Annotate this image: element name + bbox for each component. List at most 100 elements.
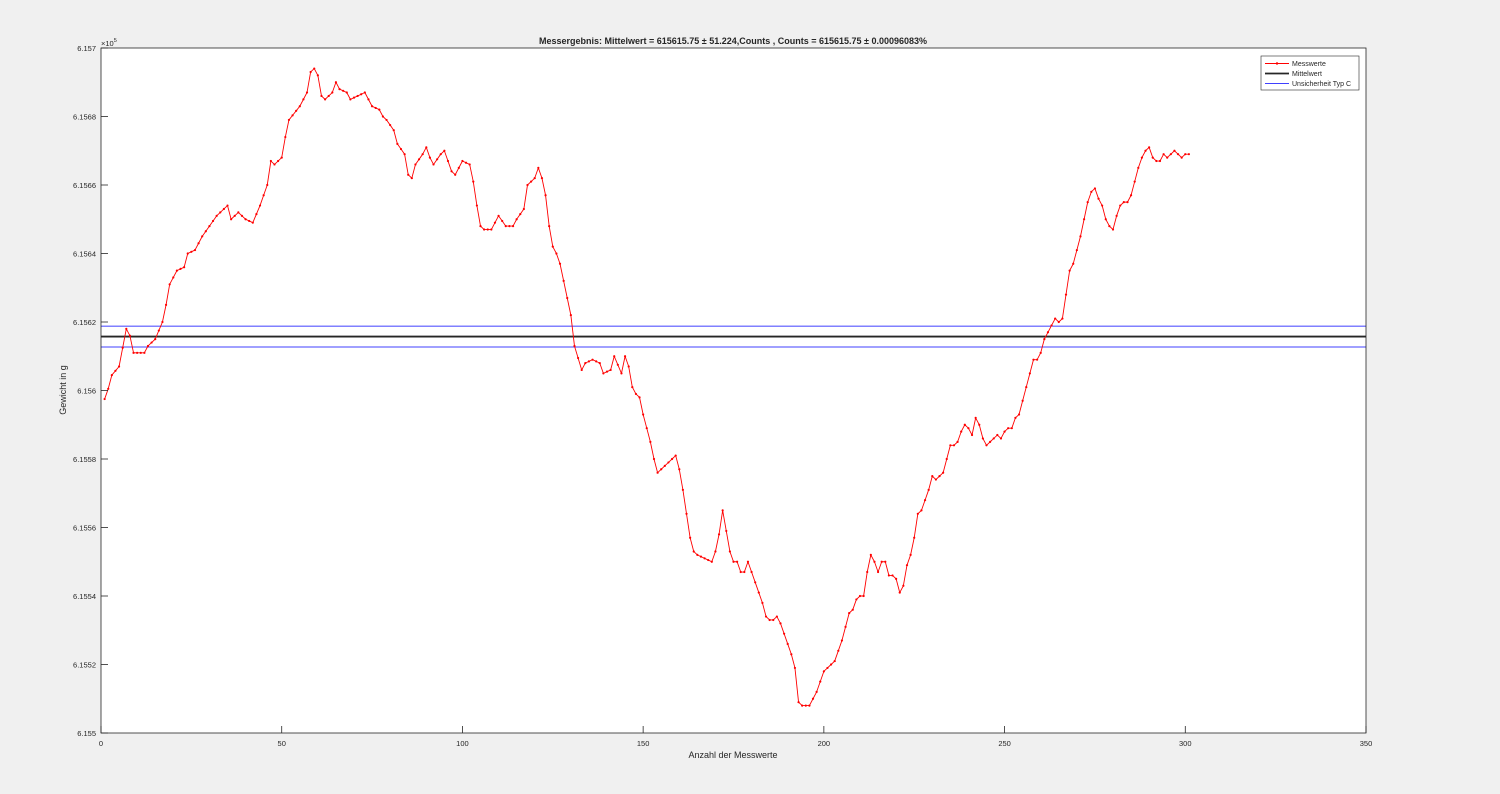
data-point [136, 351, 139, 354]
data-point [472, 180, 475, 183]
data-point [837, 649, 840, 652]
data-point [168, 283, 171, 286]
data-point [793, 666, 797, 670]
y-tick-label: 6.1556 [73, 524, 96, 533]
data-point [1137, 166, 1140, 169]
data-point [497, 214, 500, 217]
data-point [1003, 430, 1006, 433]
data-point [656, 471, 659, 474]
data-point [851, 608, 854, 611]
data-point [114, 369, 117, 372]
data-point [403, 153, 406, 156]
data-point [573, 344, 576, 348]
data-point [1101, 204, 1104, 207]
data-point [649, 440, 652, 443]
data-point [920, 509, 923, 512]
data-point [833, 659, 836, 663]
data-point [1054, 317, 1057, 320]
data-point [132, 351, 135, 354]
data-point [436, 158, 439, 161]
data-point [345, 91, 348, 94]
data-point [754, 581, 757, 584]
data-point [1093, 187, 1097, 190]
data-point [967, 427, 970, 430]
data-point [663, 464, 666, 467]
x-tick-label: 250 [998, 739, 1011, 748]
data-point [681, 488, 685, 491]
data-point [352, 96, 356, 99]
data-point [891, 574, 894, 577]
data-point [822, 670, 825, 673]
y-axis-ticks: 6.155 6.1552 6.1554 6.1556 6.1558 6.156 6.1562… [73, 44, 108, 738]
data-point [598, 362, 601, 365]
data-point [1180, 156, 1183, 159]
data-point [1119, 204, 1122, 207]
data-point [815, 690, 818, 694]
data-point [1007, 427, 1010, 430]
data-point [1036, 358, 1039, 361]
axes-area[interactable] [101, 48, 1366, 733]
data-point [508, 225, 511, 228]
data-point [284, 135, 287, 139]
legend-label-unsicherheit: Unsicherheit Typ C [1292, 81, 1351, 88]
data-point [219, 211, 222, 214]
data-point [1075, 248, 1078, 252]
legend-label-mittelwert: Mittelwert [1292, 71, 1322, 78]
data-point [1176, 153, 1180, 156]
data-point [739, 570, 742, 574]
data-point [1155, 159, 1158, 163]
data-point [298, 105, 301, 108]
data-point [483, 228, 486, 231]
data-point [374, 106, 377, 110]
data-point [829, 663, 833, 666]
y-tick-label: 6.155 [77, 729, 96, 738]
data-point [1129, 194, 1133, 197]
y-exponent-label: ×105 [101, 38, 117, 48]
data-point [844, 625, 847, 628]
data-point [855, 598, 858, 601]
data-point [197, 242, 200, 245]
data-point [110, 373, 113, 377]
data-point [945, 457, 948, 461]
data-point [1184, 153, 1187, 156]
data-point [323, 98, 327, 101]
data-point [1043, 338, 1046, 341]
data-point [461, 159, 464, 163]
data-point [750, 570, 753, 574]
x-axis-label: Anzahl der Messwerte [688, 750, 777, 760]
data-point [150, 341, 153, 344]
legend-item-mittelwert[interactable]: Mittelwert [1265, 71, 1322, 78]
data-point [1021, 399, 1024, 402]
data-point [363, 91, 366, 94]
y-tick-label: 6.1562 [73, 318, 96, 327]
data-point [1057, 320, 1060, 324]
data-point [154, 338, 157, 341]
legend-item-messwerte[interactable]: Messwerte [1265, 61, 1326, 68]
data-point [942, 471, 945, 474]
data-point [486, 228, 489, 231]
series-markers-messwerte [103, 67, 1190, 707]
data-point [1108, 225, 1111, 228]
data-point [266, 183, 269, 187]
data-point [443, 149, 446, 152]
y-tick-label: 6.1552 [73, 661, 96, 670]
data-point [717, 533, 721, 536]
data-point [1144, 149, 1147, 152]
data-point [439, 153, 442, 156]
data-point [902, 584, 905, 587]
data-point [1111, 228, 1115, 231]
data-point [974, 416, 977, 419]
data-point [237, 211, 240, 214]
legend[interactable]: Messwerte Mittelwert Unsicherheit Typ C [1260, 55, 1360, 91]
legend-item-unsicherheit[interactable]: Unsicherheit Typ C [1265, 81, 1351, 88]
data-point [804, 704, 807, 707]
data-point [454, 173, 457, 176]
x-tick-label: 200 [818, 739, 831, 748]
data-point [522, 207, 525, 211]
data-point [923, 499, 927, 502]
data-point [783, 632, 786, 635]
data-point [1166, 156, 1169, 159]
data-point [309, 70, 312, 74]
data-point [125, 327, 128, 330]
data-point [504, 225, 507, 228]
